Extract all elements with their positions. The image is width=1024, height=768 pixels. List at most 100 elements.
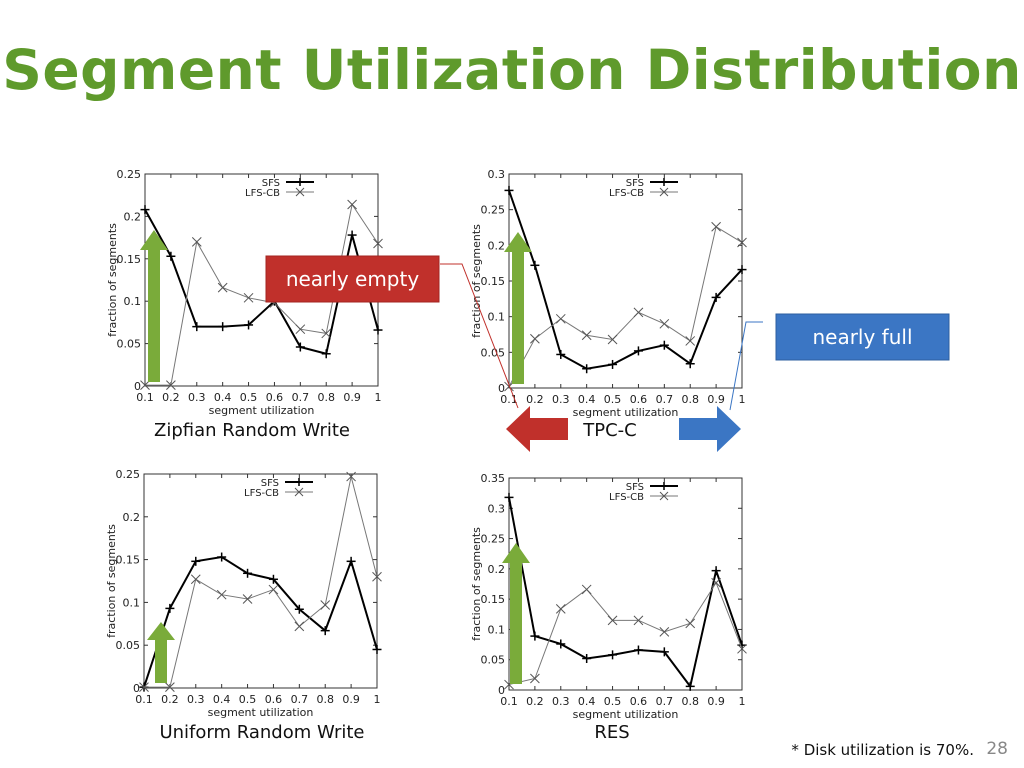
data-point-sfs: [659, 340, 669, 350]
x-tick-label: 0.7: [656, 393, 674, 406]
data-point-sfs: [165, 603, 175, 613]
data-point-lfs-cb: [321, 328, 332, 339]
x-tick-label: 0.9: [343, 391, 361, 404]
up-arrow-icon-uniform: [147, 622, 175, 683]
legend-label: LFS-CB: [244, 488, 279, 499]
slide-title: Segment Utilization Distribution: [2, 38, 1022, 102]
series-line-lfs-cb: [508, 581, 743, 686]
x-tick-label: 0.4: [213, 693, 231, 706]
x-axis-label: segment utilization: [573, 406, 679, 419]
x-tick-label: 0.8: [316, 693, 334, 706]
y-tick-label: 0.1: [123, 596, 141, 609]
legend-marker: [659, 491, 669, 501]
data-point-lfs-cb: [242, 594, 253, 604]
x-tick-label: 0.5: [240, 391, 258, 404]
data-point-sfs: [295, 342, 305, 352]
data-point-sfs: [711, 292, 721, 302]
x-tick-label: 0.9: [707, 695, 725, 708]
data-point-sfs: [556, 639, 566, 649]
data-point-sfs: [633, 645, 643, 655]
nearly-empty-callout: nearly empty: [265, 255, 440, 303]
up-arrow-icon-res: [502, 543, 530, 684]
data-point-lfs-cb: [737, 237, 747, 248]
x-tick-label: 0.1: [136, 391, 154, 404]
series-line-lfs-cb: [144, 476, 378, 688]
y-tick-label: 0.15: [481, 275, 506, 288]
data-point-sfs: [737, 265, 747, 275]
data-point-sfs: [373, 325, 383, 335]
legend-label: LFS-CB: [609, 188, 644, 199]
legend-marker: [295, 187, 305, 197]
data-point-lfs-cb: [166, 380, 176, 391]
legend-marker: [660, 482, 668, 490]
x-tick-label: 0.5: [604, 695, 622, 708]
data-point-sfs: [268, 574, 278, 584]
y-tick-label: 0.2: [124, 210, 142, 223]
data-point-sfs: [582, 654, 592, 664]
x-tick-label: 0.3: [552, 695, 570, 708]
data-point-sfs: [711, 566, 721, 576]
x-tick-label: 0.3: [187, 693, 205, 706]
x-tick-label: 0.8: [681, 695, 699, 708]
y-tick-label: 0.3: [488, 502, 506, 515]
data-point-sfs: [608, 359, 618, 369]
footnote: * Disk utilization is 70%.: [791, 741, 974, 759]
x-tick-label: 0.8: [317, 391, 335, 404]
series-line-sfs: [508, 497, 743, 689]
data-point-lfs-cb: [191, 236, 202, 247]
y-tick-label: 0.25: [117, 168, 142, 181]
data-point-lfs-cb: [659, 626, 670, 637]
y-tick-label: 0.2: [488, 239, 506, 252]
series-line-lfs-cb: [508, 225, 743, 387]
x-tick-label: 0.4: [578, 695, 596, 708]
chart-caption: Uniform Random Write: [159, 722, 364, 743]
x-tick-label: 0.9: [707, 393, 725, 406]
charts-layer: 0 0.05 0.1 0.15 0.2 0.25 0.1 0.2 0.3 0.4 0.5 0.6 0.7…: [105, 168, 747, 743]
y-axis-label: fraction of segments: [106, 223, 119, 337]
x-tick-label: 0.4: [214, 391, 232, 404]
nearly-full-callout: nearly full: [775, 313, 950, 361]
legend-marker: [659, 187, 669, 197]
data-point-sfs: [191, 556, 201, 566]
series-line-sfs: [143, 555, 378, 688]
data-point-sfs: [217, 552, 227, 562]
nearly-empty-label: nearly empty: [286, 267, 420, 291]
data-point-lfs-cb: [294, 621, 305, 632]
data-point-sfs: [320, 626, 330, 636]
series-line-sfs: [508, 190, 743, 370]
legend-marker: [660, 178, 668, 186]
y-tick-label: 0: [498, 382, 505, 395]
data-point-sfs: [321, 349, 331, 359]
data-point-lfs-cb: [165, 682, 175, 692]
data-point-sfs: [556, 349, 566, 359]
x-tick-label: 1: [739, 695, 746, 708]
y-tick-label: 0.1: [488, 311, 506, 324]
data-point-lfs-cb: [320, 600, 331, 610]
y-tick-label: 0.25: [481, 204, 506, 217]
data-point-lfs-cb: [607, 615, 618, 626]
x-axis-label: segment utilization: [209, 404, 315, 417]
y-tick-label: 0.15: [116, 554, 141, 567]
x-tick-label: 0.2: [526, 393, 544, 406]
data-point-lfs-cb: [217, 282, 228, 293]
data-point-sfs: [244, 320, 254, 330]
right-arrow-icon: [679, 406, 741, 452]
data-point-lfs-cb: [685, 336, 696, 346]
data-point-lfs-cb: [659, 318, 670, 329]
data-point-lfs-cb: [372, 571, 382, 582]
x-tick-label: 0.5: [604, 393, 622, 406]
y-axis-label: fraction of segments: [470, 527, 483, 641]
plot-frame: [508, 477, 743, 691]
y-tick-label: 0.1: [488, 623, 506, 636]
x-tick-label: 0.2: [526, 695, 544, 708]
chart-3: 0 0.05 0.1 0.15 0.2 0.25 0.1 0.2 0.3 0.4 0.5 0.6 0.7…: [105, 468, 382, 743]
x-tick-label: 0.6: [630, 393, 648, 406]
x-tick-label: 0.7: [291, 693, 309, 706]
data-point-lfs-cb: [243, 292, 254, 303]
up-arrow-icon-zipfian: [140, 230, 168, 382]
data-point-sfs: [659, 647, 669, 657]
x-tick-label: 0.6: [265, 693, 283, 706]
left-arrow-icon: [506, 406, 568, 452]
legend-label: SFS: [261, 478, 279, 489]
data-point-sfs: [346, 556, 356, 566]
